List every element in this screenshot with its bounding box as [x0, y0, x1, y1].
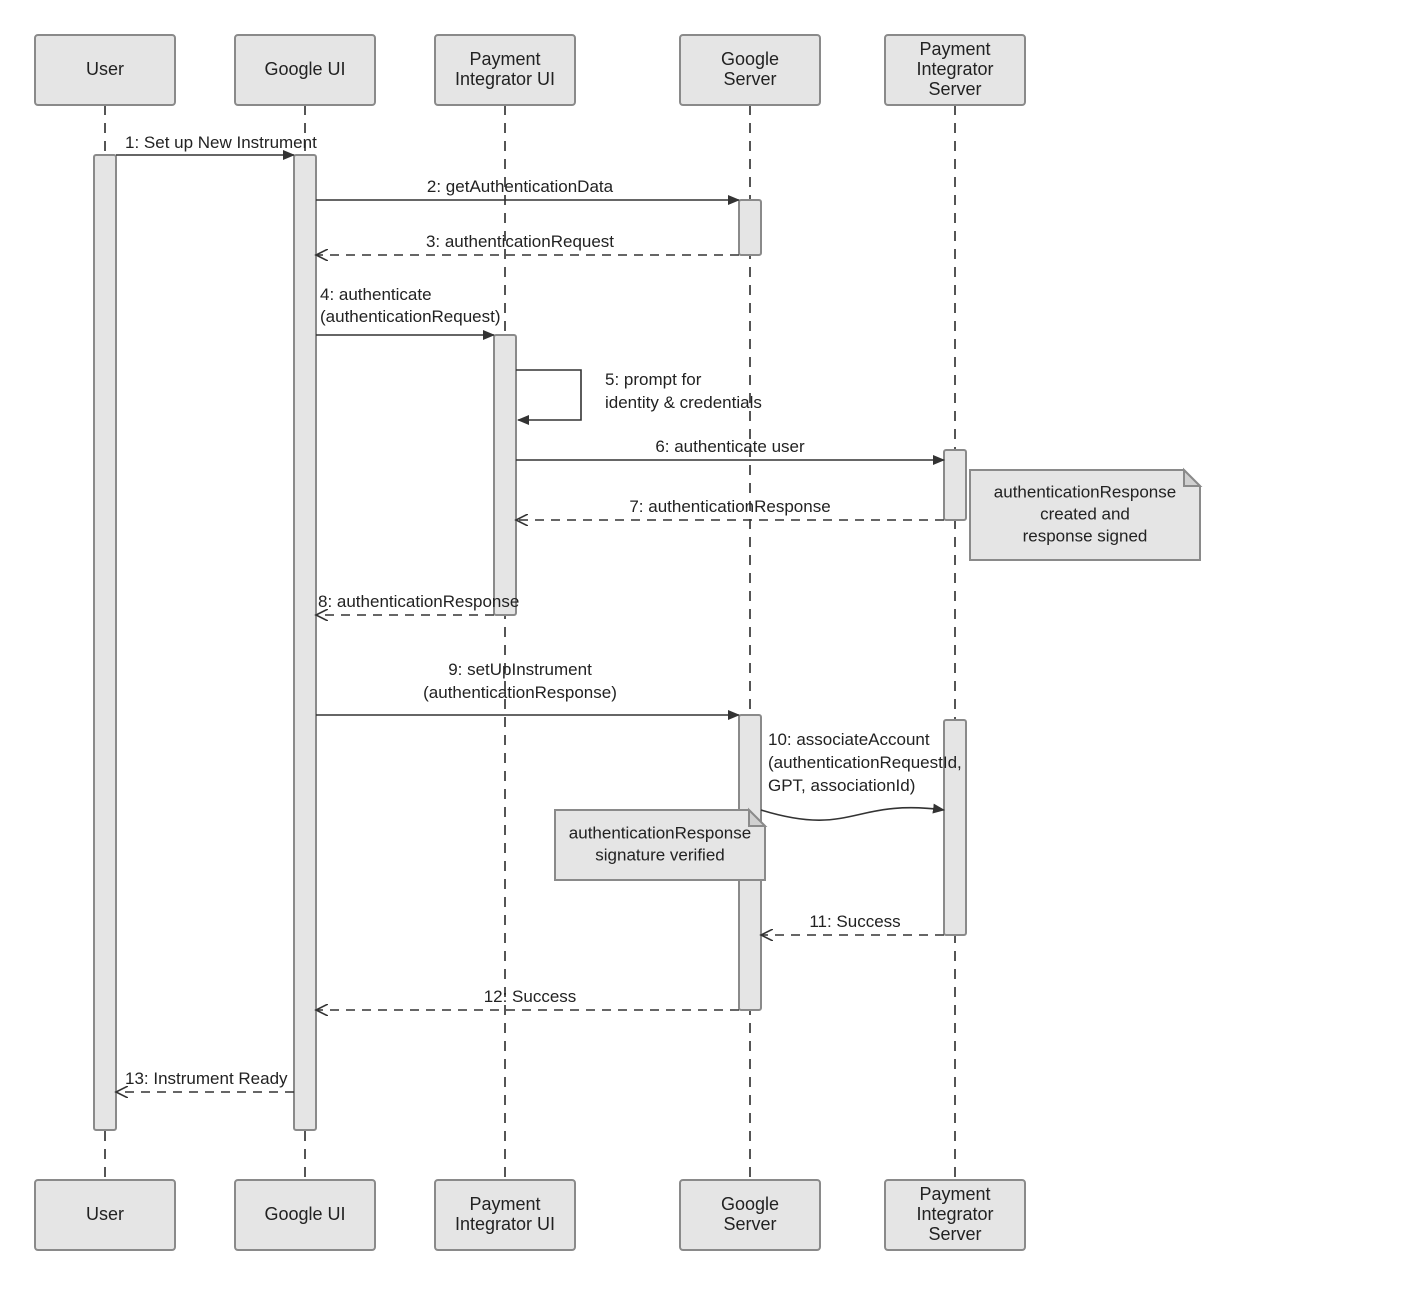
message-label-9: (authenticationResponse) — [423, 683, 617, 702]
message-label-8: 8: authenticationResponse — [318, 592, 519, 611]
message-label-5: 5: prompt for — [605, 370, 702, 389]
message-label-10: (authenticationRequestId, — [768, 753, 962, 772]
actor-label-piui: Payment — [469, 1194, 540, 1214]
message-label-7: 7: authenticationResponse — [629, 497, 830, 516]
actor-label-piserv: Integrator — [916, 59, 993, 79]
message-label-10: GPT, associationId) — [768, 776, 915, 795]
message-label-10: 10: associateAccount — [768, 730, 930, 749]
note-fold-0 — [1184, 470, 1200, 486]
note-text-0: created and — [1040, 504, 1130, 523]
activation-gui-1 — [294, 155, 316, 1130]
activation-user-0 — [94, 155, 116, 1130]
note-text-0: response signed — [1023, 526, 1148, 545]
actor-label-gui: Google UI — [264, 59, 345, 79]
message-label-4: (authenticationRequest) — [320, 307, 501, 326]
message-label-11: 11: Success — [809, 912, 900, 931]
message-10 — [761, 808, 944, 820]
actor-label-user: User — [86, 59, 124, 79]
message-label-6: 6: authenticate user — [655, 437, 805, 456]
actor-label-piui: Integrator UI — [455, 1214, 555, 1234]
message-label-5: identity & credentials — [605, 393, 762, 412]
actor-label-gserver: Server — [723, 1214, 776, 1234]
activation-piserv-4 — [944, 450, 966, 520]
message-label-13: 13: Instrument Ready — [125, 1069, 288, 1088]
actor-label-piserv: Server — [928, 79, 981, 99]
message-label-4: 4: authenticate — [320, 285, 432, 304]
actor-label-piui: Payment — [469, 49, 540, 69]
actor-label-user: User — [86, 1204, 124, 1224]
actor-label-piserv: Payment — [919, 39, 990, 59]
actor-label-gserver: Server — [723, 69, 776, 89]
actor-label-piserv: Integrator — [916, 1204, 993, 1224]
message-label-2: 2: getAuthenticationData — [427, 177, 614, 196]
message-label-1: 1: Set up New Instrument — [125, 133, 317, 152]
actor-label-gserver: Google — [721, 1194, 779, 1214]
message-label-9: 9: setUpInstrument — [448, 660, 592, 679]
message-label-3: 3: authenticationRequest — [426, 232, 614, 251]
activation-gserver-2 — [739, 200, 761, 255]
note-text-0: authenticationResponse — [994, 482, 1176, 501]
note-text-1: signature verified — [595, 845, 724, 864]
actor-label-piui: Integrator UI — [455, 69, 555, 89]
note-text-1: authenticationResponse — [569, 823, 751, 842]
activation-piui-3 — [494, 335, 516, 615]
message-label-12: 12: Success — [484, 987, 577, 1006]
sequence-diagram: 1: Set up New Instrument 2: getAuthentica… — [0, 0, 1417, 1300]
actor-label-gserver: Google — [721, 49, 779, 69]
actor-label-piserv: Payment — [919, 1184, 990, 1204]
actor-label-gui: Google UI — [264, 1204, 345, 1224]
message-5 — [516, 370, 581, 420]
actor-label-piserv: Server — [928, 1224, 981, 1244]
